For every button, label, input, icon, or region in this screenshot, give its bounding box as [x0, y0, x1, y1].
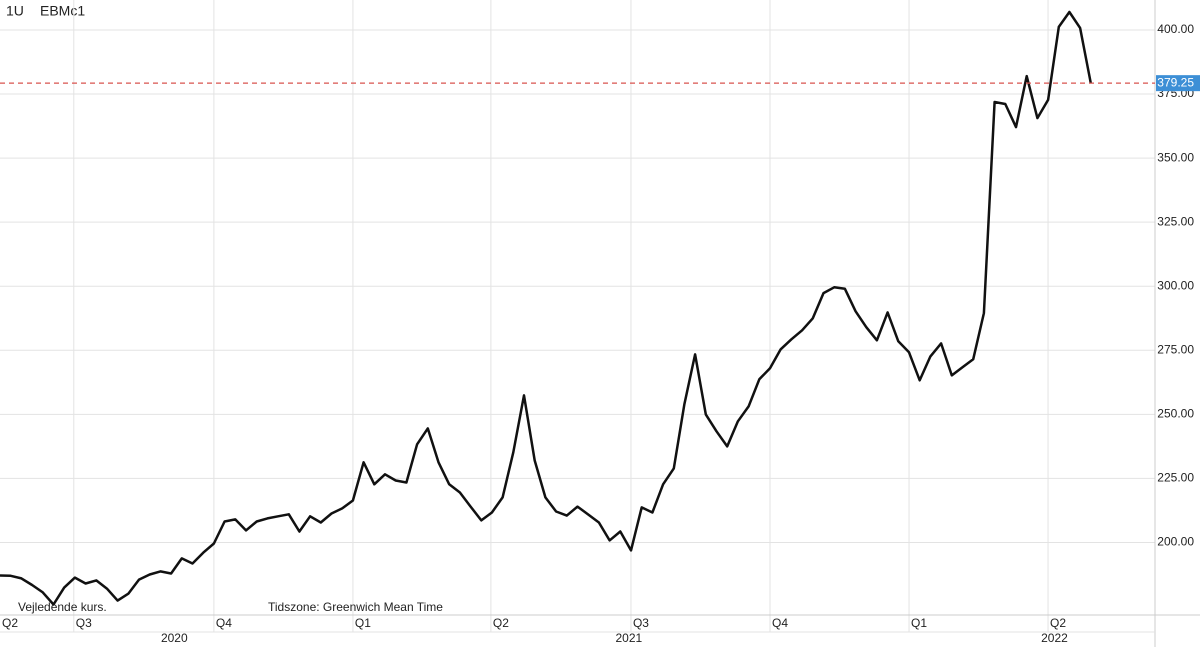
symbol: EBMc1 — [40, 3, 85, 19]
timezone: Tidszone: Greenwich Mean Time — [268, 600, 443, 614]
interval: 1U — [6, 3, 24, 19]
x-tick-label: Q3 — [633, 616, 649, 630]
x-tick-label: Q4 — [772, 616, 788, 630]
price-note: Vejledende kurs. — [18, 600, 107, 614]
y-tick-label: 300.00 — [1157, 278, 1194, 292]
x-tick-label: Q2 — [2, 616, 18, 630]
y-tick-label: 275.00 — [1157, 342, 1194, 356]
x-tick-label: Q4 — [216, 616, 232, 630]
x-tick-label: Q2 — [493, 616, 509, 630]
x-tick-label: Q1 — [911, 616, 927, 630]
year-label: 2021 — [615, 631, 642, 645]
year-label: 2020 — [161, 631, 188, 645]
price-line — [0, 10, 1093, 606]
last-price-box — [1156, 75, 1200, 92]
x-tick-label: Q3 — [76, 616, 92, 630]
x-tick-label: Q1 — [355, 616, 371, 630]
y-tick-label: 350.00 — [1157, 150, 1194, 164]
y-tick-label: 200.00 — [1157, 535, 1194, 549]
x-tick-label: Q2 — [1050, 616, 1066, 630]
last-price-label: 379.25 — [1157, 75, 1194, 89]
y-tick-label: 325.00 — [1157, 214, 1194, 228]
y-tick-label: 250.00 — [1157, 407, 1194, 421]
y-tick-label: 400.00 — [1157, 22, 1194, 36]
y-tick-label: 225.00 — [1157, 471, 1194, 485]
year-label: 2022 — [1041, 631, 1068, 645]
